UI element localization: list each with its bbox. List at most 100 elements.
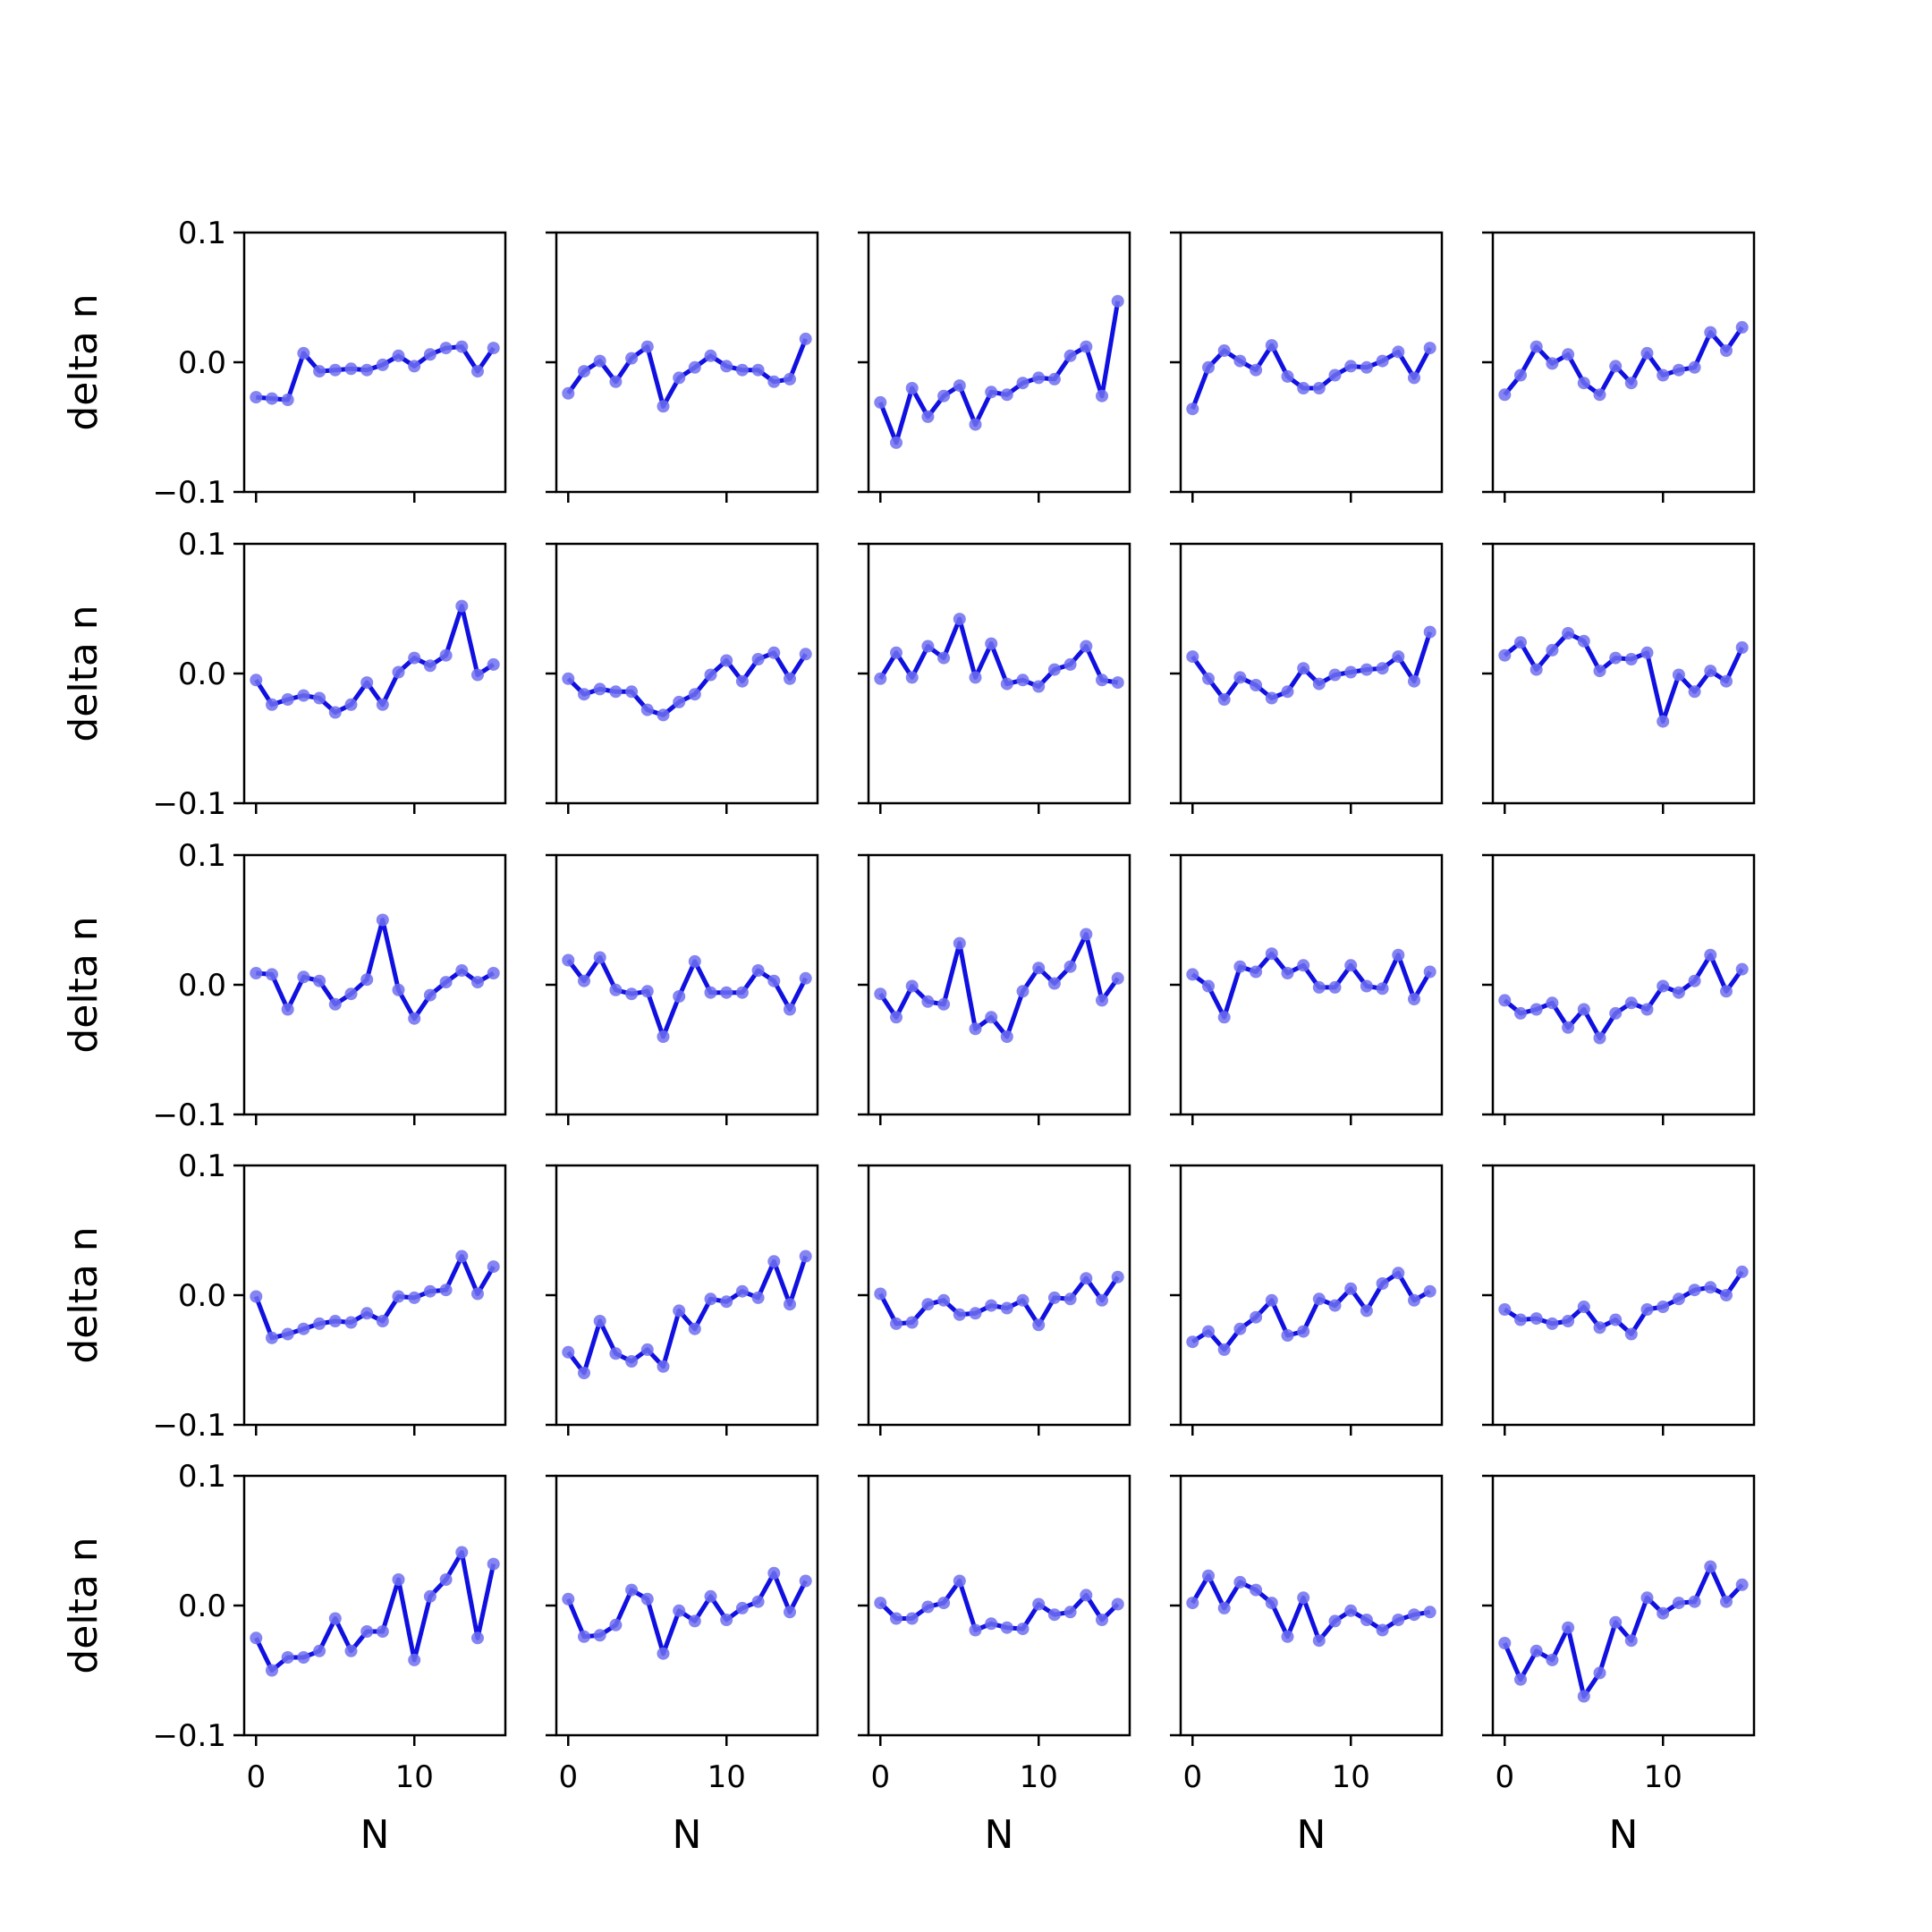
data-point [767, 1566, 781, 1580]
data-point [1688, 1284, 1701, 1297]
data-point [1032, 962, 1046, 975]
data-point [1704, 665, 1717, 678]
data-point [1672, 986, 1685, 999]
data-point [578, 974, 590, 987]
series-line [254, 604, 496, 715]
data-point [1546, 357, 1559, 370]
data-point [735, 986, 749, 999]
data-point [905, 1316, 919, 1329]
data-point [890, 1011, 902, 1024]
data-point [1000, 1030, 1013, 1043]
data-point [657, 1030, 670, 1043]
data-point [297, 346, 310, 360]
data-point [1593, 1031, 1606, 1045]
subplot-r4-c4 [1170, 1164, 1444, 1436]
data-point [657, 1360, 670, 1373]
data-point [392, 1290, 405, 1303]
data-point [328, 706, 342, 719]
data-point [1202, 672, 1215, 685]
data-point [1688, 685, 1701, 699]
data-point [1080, 1589, 1093, 1602]
data-point [767, 1255, 781, 1268]
data-point [1312, 980, 1326, 994]
data-point [408, 1653, 421, 1666]
data-point [313, 365, 326, 378]
data-point [751, 363, 765, 377]
data-point [953, 936, 966, 950]
data-point [1250, 965, 1263, 979]
data-point [1328, 668, 1342, 682]
data-point [1704, 326, 1717, 339]
data-point [890, 646, 902, 659]
subplot-r3-c1: −0.1 0.0 0.1 delta n [61, 838, 507, 1133]
y-axis-title: delta n [61, 293, 106, 430]
data-point [1498, 994, 1512, 1007]
data-point [1498, 1637, 1512, 1649]
series-line [878, 1275, 1120, 1327]
data-point [487, 1557, 500, 1571]
data-point [1562, 348, 1575, 361]
y-tick-label: 0.1 [178, 527, 226, 563]
data-point [1423, 965, 1436, 979]
data-point [344, 1316, 358, 1329]
data-point [1032, 371, 1046, 385]
data-point [297, 970, 310, 984]
data-point [1233, 1322, 1247, 1335]
data-point [720, 1295, 733, 1309]
data-point [1202, 979, 1215, 993]
data-point [1032, 680, 1046, 693]
data-point [1000, 1301, 1013, 1315]
data-point [1312, 1634, 1326, 1648]
data-point [1657, 979, 1670, 993]
data-point [969, 1307, 982, 1320]
data-point [1498, 648, 1512, 662]
data-point [1032, 1597, 1046, 1611]
data-point [1047, 977, 1061, 990]
subplot-r3-c2 [546, 853, 819, 1125]
data-point [1609, 1006, 1623, 1020]
data-point [704, 986, 717, 999]
data-point [921, 1600, 935, 1614]
data-point [1032, 1318, 1046, 1332]
y-tick-label: 0.0 [178, 968, 226, 1004]
x-tick-label: 0 [558, 1759, 578, 1795]
data-point [297, 1322, 310, 1335]
data-point [704, 668, 717, 682]
data-point [1000, 1621, 1013, 1634]
data-point [1577, 1003, 1590, 1016]
series-line [1190, 343, 1432, 411]
data-point [921, 1298, 935, 1311]
x-tick-label: 0 [1182, 1759, 1202, 1795]
data-point [562, 1345, 575, 1359]
data-point [455, 1250, 469, 1263]
data-point [1408, 1608, 1420, 1622]
data-point [1202, 1325, 1215, 1338]
series-line [1503, 1270, 1744, 1336]
series-line [253, 1254, 496, 1341]
data-point [1735, 962, 1749, 976]
data-point [455, 1546, 469, 1559]
data-point [471, 1631, 484, 1645]
data-point [799, 648, 812, 661]
data-point [1657, 1606, 1670, 1620]
data-point [704, 349, 717, 362]
series-line [1503, 631, 1744, 724]
data-point [1096, 389, 1108, 402]
subplot-r1-c2 [546, 231, 819, 503]
data-point [1593, 388, 1606, 402]
series-line [256, 918, 495, 1021]
data-point [1672, 363, 1685, 377]
data-point [1265, 1597, 1278, 1610]
data-point [1577, 377, 1590, 390]
series-line [1191, 1270, 1431, 1352]
data-point [937, 1597, 951, 1610]
data-point [784, 372, 796, 386]
data-point [735, 1284, 749, 1298]
data-point [281, 394, 294, 406]
data-point [751, 964, 765, 977]
data-point [1546, 1317, 1559, 1330]
series-line [1191, 631, 1433, 702]
data-point [593, 354, 606, 368]
data-point [720, 986, 733, 999]
